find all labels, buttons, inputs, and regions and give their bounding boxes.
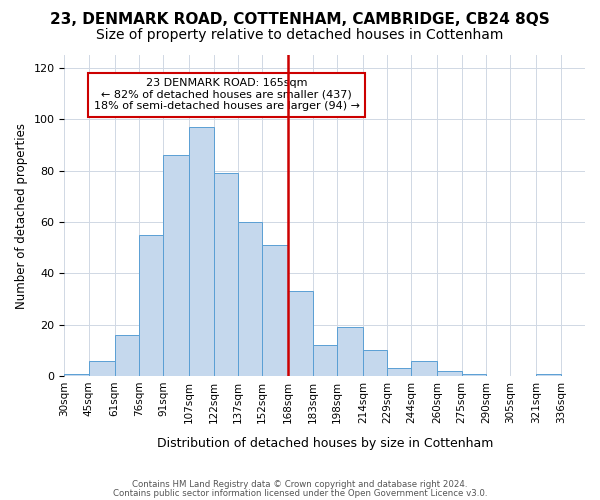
X-axis label: Distribution of detached houses by size in Cottenham: Distribution of detached houses by size …	[157, 437, 493, 450]
Text: Contains public sector information licensed under the Open Government Licence v3: Contains public sector information licen…	[113, 488, 487, 498]
Bar	[288, 292, 313, 376]
Bar	[214, 173, 238, 376]
Bar	[313, 346, 337, 376]
Bar	[387, 368, 412, 376]
Y-axis label: Number of detached properties: Number of detached properties	[15, 122, 28, 308]
Bar	[238, 222, 262, 376]
Bar	[536, 374, 560, 376]
Text: 23 DENMARK ROAD: 165sqm
← 82% of detached houses are smaller (437)
18% of semi-d: 23 DENMARK ROAD: 165sqm ← 82% of detache…	[94, 78, 359, 112]
Bar	[189, 127, 214, 376]
Bar	[462, 374, 486, 376]
Bar	[337, 328, 363, 376]
Bar	[163, 155, 189, 376]
Text: 23, DENMARK ROAD, COTTENHAM, CAMBRIDGE, CB24 8QS: 23, DENMARK ROAD, COTTENHAM, CAMBRIDGE, …	[50, 12, 550, 28]
Bar	[89, 360, 115, 376]
Bar	[262, 245, 288, 376]
Bar	[412, 360, 437, 376]
Text: Size of property relative to detached houses in Cottenham: Size of property relative to detached ho…	[97, 28, 503, 42]
Bar	[64, 374, 89, 376]
Bar	[363, 350, 387, 376]
Text: Contains HM Land Registry data © Crown copyright and database right 2024.: Contains HM Land Registry data © Crown c…	[132, 480, 468, 489]
Bar	[437, 371, 462, 376]
Bar	[139, 235, 163, 376]
Bar	[115, 335, 139, 376]
